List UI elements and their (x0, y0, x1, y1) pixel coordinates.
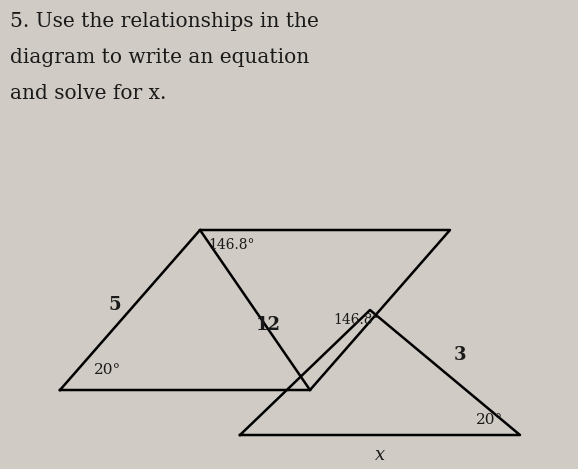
Text: 20°: 20° (476, 413, 503, 427)
Text: 20°: 20° (94, 363, 121, 377)
Text: 5: 5 (109, 296, 121, 314)
Text: 12: 12 (255, 316, 280, 334)
Text: diagram to write an equation: diagram to write an equation (10, 48, 309, 67)
Text: 5. Use the relationships in the: 5. Use the relationships in the (10, 12, 319, 31)
Text: x: x (375, 446, 385, 464)
Text: 146.8°: 146.8° (334, 313, 380, 327)
Text: 146.8°: 146.8° (209, 238, 255, 252)
Text: 3: 3 (454, 346, 466, 364)
Text: and solve for x.: and solve for x. (10, 84, 166, 103)
